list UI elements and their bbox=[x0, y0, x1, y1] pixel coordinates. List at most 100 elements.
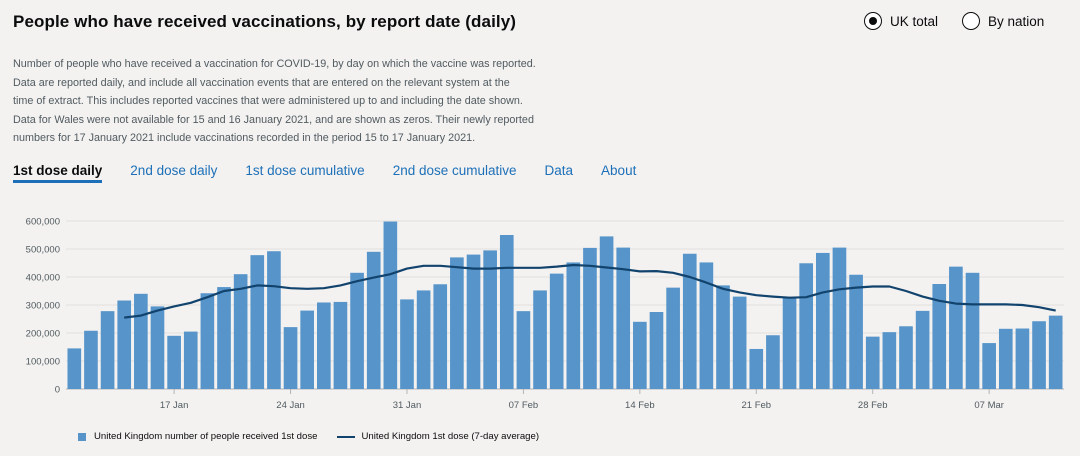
bar bbox=[200, 293, 215, 389]
bar bbox=[233, 274, 248, 389]
bar bbox=[134, 293, 148, 389]
y-tick-label: 600,000 bbox=[26, 217, 60, 228]
tab-about[interactable]: About bbox=[601, 163, 637, 178]
tab-2nd-dose-daily[interactable]: 2nd dose daily bbox=[130, 163, 218, 178]
bar bbox=[732, 296, 747, 389]
bar bbox=[949, 266, 963, 389]
bar bbox=[1032, 321, 1046, 389]
bar bbox=[915, 310, 930, 389]
bar bbox=[882, 332, 897, 389]
bar bbox=[815, 252, 830, 389]
bar bbox=[899, 326, 913, 389]
radio-by-nation-label: By nation bbox=[988, 13, 1045, 29]
chart-legend: United Kingdom number of people received… bbox=[78, 431, 539, 442]
bar bbox=[217, 287, 231, 389]
bar bbox=[250, 255, 265, 389]
bar bbox=[300, 310, 315, 389]
bar bbox=[533, 290, 547, 389]
x-tick-label: 07 Feb bbox=[509, 400, 539, 411]
y-tick-label: 400,000 bbox=[26, 273, 60, 284]
bar bbox=[117, 300, 132, 389]
bar bbox=[167, 335, 181, 389]
bar bbox=[483, 250, 497, 389]
bar bbox=[499, 235, 514, 389]
chart-description: Number of people who have received a vac… bbox=[13, 55, 553, 148]
tab-data[interactable]: Data bbox=[544, 163, 574, 178]
bar bbox=[466, 254, 481, 389]
description-line: Data for Wales were not available for 15… bbox=[13, 113, 534, 126]
bar bbox=[150, 306, 165, 389]
bar bbox=[183, 331, 198, 389]
radio-uk-total-label: UK total bbox=[890, 13, 939, 29]
bar bbox=[1048, 315, 1063, 389]
bar bbox=[450, 257, 464, 389]
bar bbox=[383, 221, 398, 389]
bar bbox=[799, 263, 814, 389]
x-tick-label: 28 Feb bbox=[858, 400, 888, 411]
description-line: Number of people who have received a vac… bbox=[13, 58, 536, 70]
seven-day-average-line bbox=[124, 263, 1056, 319]
bar bbox=[1015, 328, 1030, 389]
line-legend-label: United Kingdom 1st dose (7-day average) bbox=[361, 431, 540, 442]
bar bbox=[998, 328, 1013, 389]
bar bbox=[849, 274, 863, 389]
bar-legend-label: United Kingdom number of people received… bbox=[94, 431, 318, 442]
radio-selected-icon bbox=[864, 12, 882, 30]
bar bbox=[932, 284, 947, 389]
bar bbox=[84, 330, 98, 389]
area-radio-group: UK total By nation bbox=[864, 12, 1044, 30]
bar bbox=[982, 343, 996, 389]
line-legend-swatch bbox=[337, 435, 356, 438]
bar bbox=[716, 285, 730, 389]
y-tick-label: 100,000 bbox=[26, 357, 60, 368]
bar bbox=[599, 236, 614, 389]
bar bbox=[633, 321, 647, 389]
y-tick-label: 500,000 bbox=[26, 245, 60, 256]
description-line: numbers for 17 January 2021 include vacc… bbox=[13, 132, 476, 145]
bar bbox=[666, 287, 680, 389]
bar bbox=[832, 247, 847, 389]
vaccination-chart: 0 100,000 200,000 300,000 400,000 500,000 600,… bbox=[26, 217, 1064, 411]
page-title: People who have received vaccinations, b… bbox=[13, 12, 517, 31]
bar bbox=[100, 311, 115, 389]
radio-unselected-icon bbox=[962, 12, 981, 30]
x-tick-label: 31 Jan bbox=[393, 400, 422, 411]
description-line: Data are reported daily, and include all… bbox=[13, 76, 510, 89]
radio-uk-total[interactable]: UK total bbox=[864, 12, 938, 30]
x-tick-label: 24 Jan bbox=[276, 400, 305, 411]
bar bbox=[400, 299, 414, 389]
bar bbox=[433, 284, 448, 389]
bar bbox=[865, 336, 880, 389]
chart-tabs: 1st dose daily 2nd dose daily 1st dose c… bbox=[13, 163, 664, 183]
bar bbox=[416, 290, 431, 389]
bar bbox=[965, 272, 980, 389]
bar bbox=[516, 311, 531, 389]
bar bbox=[549, 273, 564, 389]
radio-by-nation[interactable]: By nation bbox=[962, 12, 1044, 30]
tab-2nd-dose-cumulative[interactable]: 2nd dose cumulative bbox=[392, 163, 517, 178]
bar bbox=[682, 253, 697, 389]
bar bbox=[67, 348, 82, 389]
bar bbox=[566, 262, 581, 389]
bar bbox=[283, 327, 298, 389]
y-tick-label: 300,000 bbox=[26, 301, 60, 312]
y-tick-label: 0 bbox=[55, 385, 60, 396]
bar bbox=[616, 247, 631, 389]
bar-legend-swatch bbox=[78, 432, 86, 441]
bar bbox=[782, 297, 797, 389]
tab-1st-dose-cumulative[interactable]: 1st dose cumulative bbox=[245, 163, 365, 178]
bar bbox=[749, 348, 764, 389]
bar bbox=[333, 301, 348, 389]
bar bbox=[699, 262, 714, 389]
x-tick-label: 14 Feb bbox=[625, 400, 655, 411]
tab-1st-dose-daily[interactable]: 1st dose daily bbox=[13, 163, 103, 183]
bar bbox=[649, 312, 664, 389]
bar bbox=[766, 335, 780, 389]
bar bbox=[350, 272, 364, 389]
y-tick-label: 200,000 bbox=[26, 329, 60, 340]
bar bbox=[583, 247, 597, 389]
x-tick-label: 17 Jan bbox=[160, 400, 189, 411]
description-line: time of extract. This includes reported … bbox=[13, 95, 523, 108]
x-tick-label: 21 Feb bbox=[741, 400, 771, 411]
bar bbox=[267, 251, 281, 389]
